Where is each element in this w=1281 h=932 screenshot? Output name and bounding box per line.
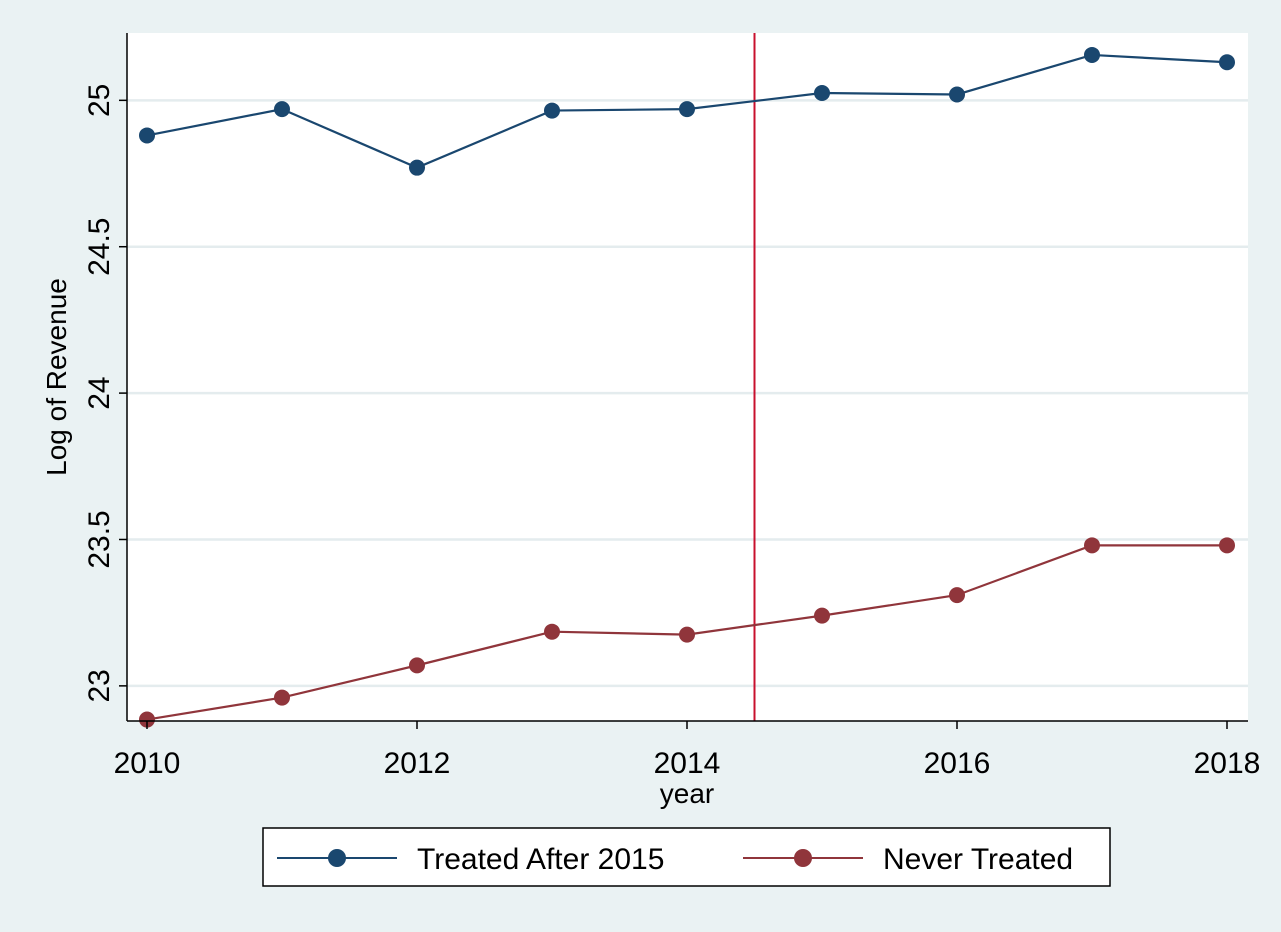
series-0-point-0 — [139, 127, 155, 144]
y-tick-label-4: 25 — [83, 84, 116, 117]
series-1-point-3 — [544, 623, 560, 640]
y-tick-label-0: 23 — [83, 669, 116, 702]
y-axis-title: Log of Revenue — [41, 278, 72, 476]
series-1-point-4 — [679, 626, 695, 643]
legend-label-never-treated: Never Treated — [883, 843, 1073, 876]
x-tick-label-0: 2010 — [114, 747, 181, 780]
series-1-point-1 — [274, 689, 290, 706]
x-axis-title: year — [660, 778, 714, 809]
series-0-point-2 — [409, 159, 425, 176]
series-1-point-7 — [1084, 537, 1100, 554]
x-tick-label-4: 2018 — [1194, 747, 1261, 780]
x-tick-label-2: 2014 — [654, 747, 721, 780]
legend-marker-treated — [328, 849, 346, 867]
series-0-point-5 — [814, 85, 830, 102]
series-group — [139, 46, 1235, 728]
series-0-point-3 — [544, 102, 560, 119]
gridlines — [127, 99, 1248, 688]
legend-box — [262, 827, 1111, 887]
x-tick-label-3: 2016 — [924, 747, 991, 780]
series-0-point-1 — [274, 101, 290, 118]
legend-label-treated: Treated After 2015 — [417, 843, 664, 876]
series-1-point-8 — [1219, 537, 1235, 554]
y-tick-label-1: 23.5 — [83, 510, 116, 568]
y-ticks: 23 23.5 24 24.5 25 — [83, 84, 127, 703]
x-ticks: 2010 2012 2014 2016 2018 — [114, 721, 1261, 780]
series-0-point-6 — [949, 86, 965, 103]
series-1-point-2 — [409, 657, 425, 674]
legend-marker-never-treated — [794, 849, 812, 867]
series-0-point-4 — [679, 101, 695, 118]
x-tick-label-1: 2012 — [384, 747, 451, 780]
series-1-point-0 — [139, 711, 155, 728]
series-0-point-8 — [1219, 54, 1235, 71]
series-1-point-5 — [814, 607, 830, 624]
series-1-point-6 — [949, 587, 965, 604]
y-tick-label-2: 24 — [83, 376, 116, 409]
series-0-point-7 — [1084, 46, 1100, 63]
y-tick-label-3: 24.5 — [83, 218, 116, 276]
legend: Treated After 2015 Never Treated — [262, 827, 1111, 887]
plot-background — [127, 33, 1248, 721]
